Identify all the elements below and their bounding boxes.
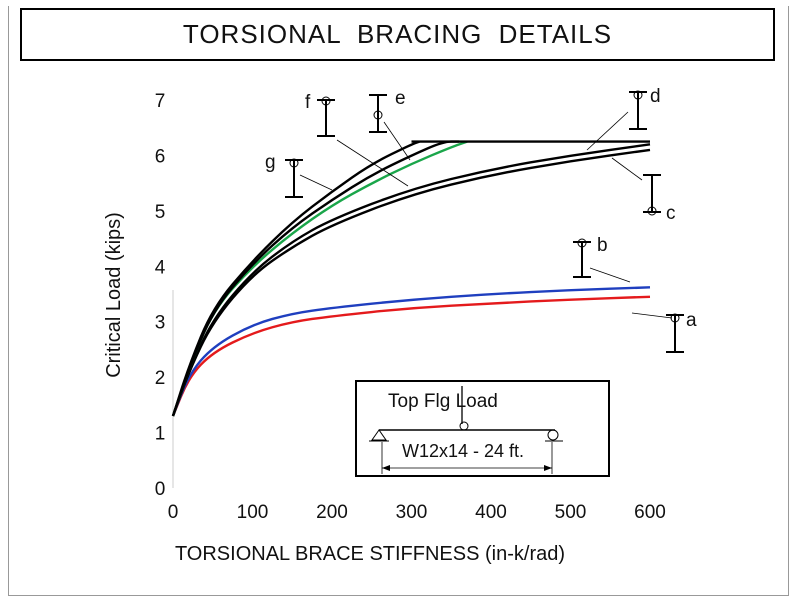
- x-tick-label: 400: [475, 502, 507, 523]
- section-glyph-d-icon: [629, 90, 647, 130]
- series-line-b: [171, 286, 651, 417]
- series-line-f: [171, 140, 420, 417]
- curve-label-b: b: [597, 235, 608, 256]
- x-tick-label: 100: [237, 502, 269, 523]
- section-glyphs: [285, 90, 684, 353]
- inset-load-label: Top Flg Load: [388, 391, 498, 412]
- beam-diagram: [369, 386, 563, 474]
- y-tick-label: 1: [155, 424, 166, 445]
- curve-label-f: f: [305, 92, 311, 113]
- y-tick-label: 4: [155, 257, 166, 278]
- x-tick-label: 300: [396, 502, 428, 523]
- section-glyph-e-icon: [369, 94, 387, 133]
- y-tick-label: 5: [155, 202, 166, 223]
- dim-arrow-right-icon: [544, 465, 552, 471]
- curve-labels: a b c d e f g: [265, 86, 697, 331]
- x-tick-label: 0: [168, 502, 179, 523]
- pin-support-icon: [371, 429, 387, 441]
- x-axis-title: TORSIONAL BRACE STIFFNESS (in-k/rad): [175, 543, 565, 565]
- beam-inset: [355, 380, 610, 477]
- leader-line-d: [586, 111, 629, 151]
- x-tick-label: 200: [316, 502, 348, 523]
- leader-line-a: [631, 312, 673, 319]
- section-glyph-c-icon: [643, 174, 661, 216]
- y-tick-label: 6: [155, 146, 166, 167]
- section-glyph-g-icon: [285, 158, 303, 198]
- dim-arrow-left-icon: [382, 465, 390, 471]
- leader-line-b: [589, 267, 631, 283]
- leader-line-c: [611, 157, 643, 181]
- chart-axes: 0 100 200 300 400 500 600 0 1 2 3 4 5 6 7 TORSIONAL BRA…: [103, 91, 666, 565]
- x-tick-label: 600: [634, 502, 666, 523]
- leader-line-f: [336, 139, 409, 187]
- roller-support-icon: [547, 429, 559, 441]
- y-tick-label: 2: [155, 368, 166, 389]
- slide-frame: [8, 6, 789, 596]
- section-glyph-f-icon: [317, 96, 335, 137]
- curve-label-d: d: [650, 86, 661, 107]
- curve-label-c: c: [666, 203, 676, 224]
- y-tick-label: 3: [155, 313, 166, 334]
- curve-label-g: g: [265, 152, 276, 173]
- curve-label-a: a: [686, 310, 697, 331]
- series-layer: [171, 140, 651, 417]
- section-glyph-a-icon: [666, 313, 684, 353]
- chart-title: TORSIONAL BRACING DETAILS: [182, 19, 613, 49]
- x-tick-label: 500: [555, 502, 587, 523]
- y-axis-title: Critical Load (kips): [103, 212, 125, 378]
- inset-dimension-label: W12x14 - 24 ft.: [402, 441, 525, 461]
- series-line-a: [171, 295, 651, 417]
- title-box: TORSIONAL BRACING DETAILS: [20, 8, 775, 61]
- curve-label-e: e: [395, 88, 406, 109]
- y-tick-label: 7: [155, 91, 166, 112]
- series-line-g: [171, 140, 468, 417]
- load-point-icon: [459, 421, 469, 431]
- y-tick-label: 0: [155, 479, 166, 500]
- series-line-d: [171, 143, 651, 417]
- leader-line-g: [299, 174, 333, 191]
- leader-line-e: [383, 121, 411, 161]
- section-glyph-b-icon: [573, 238, 591, 278]
